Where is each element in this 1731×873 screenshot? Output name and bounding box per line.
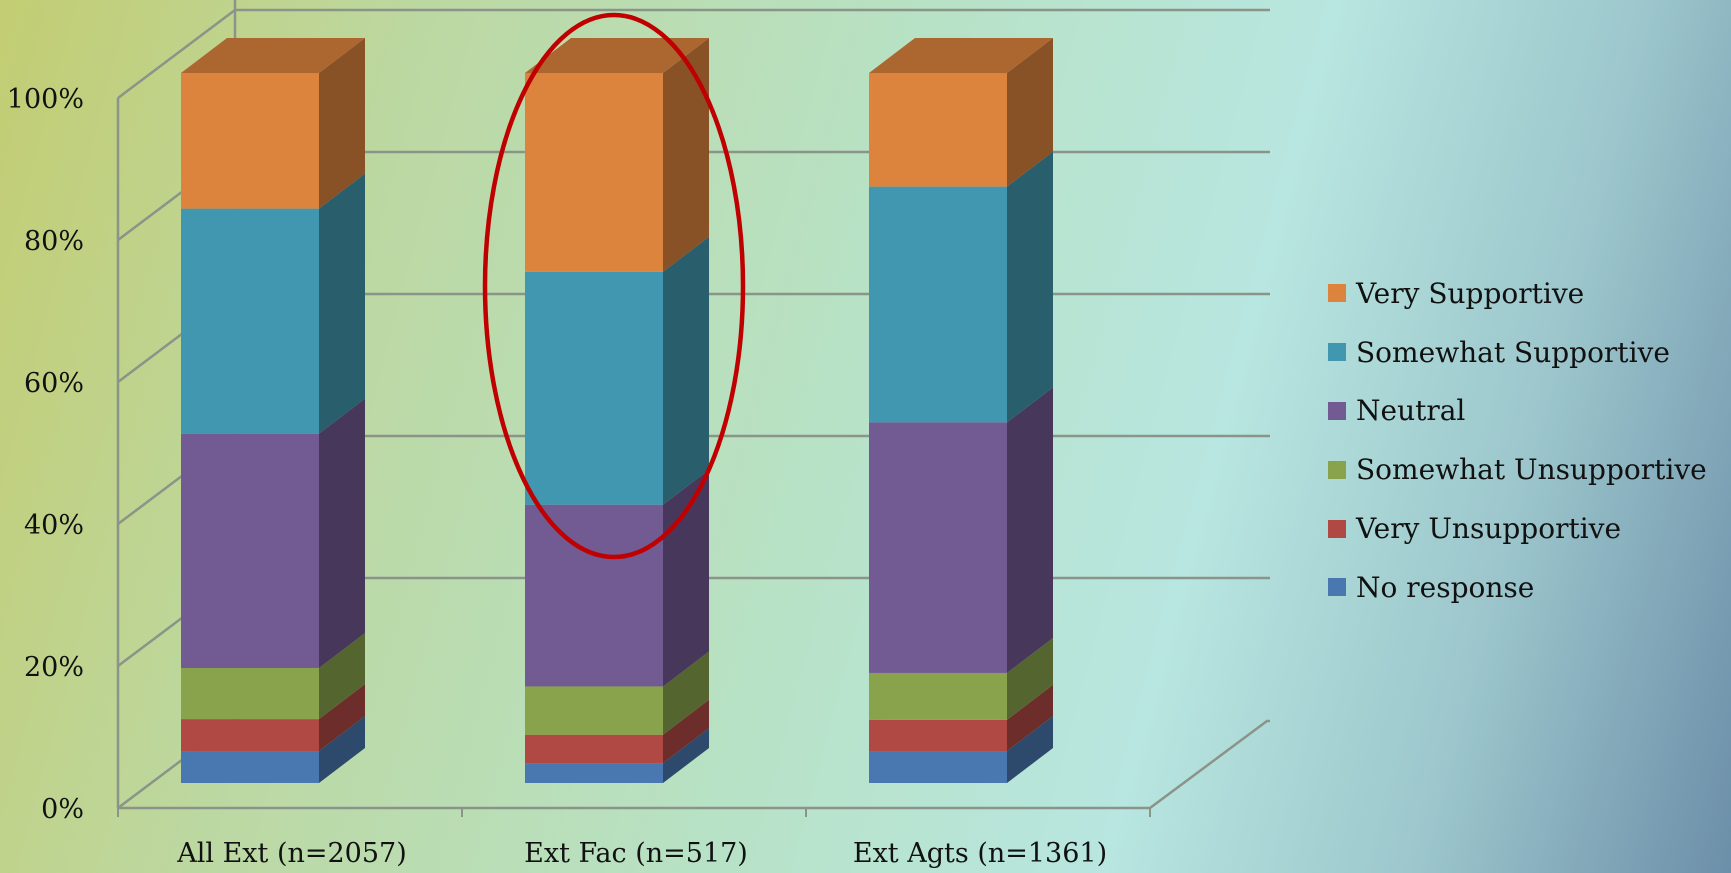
bar-segment: [869, 751, 1007, 783]
y-tick-label: 80%: [24, 226, 84, 257]
bar-segment: [181, 73, 319, 209]
bar-segment-side: [1007, 637, 1053, 720]
legend-item: Very Supportive: [1328, 264, 1707, 323]
bar-segment-side: [319, 684, 365, 752]
bar-segment: [181, 208, 319, 434]
bar-segment: [525, 73, 663, 272]
legend-swatch: [1328, 284, 1346, 303]
y-axis: 0% 20% 40% 60% 80% 100%: [7, 84, 84, 825]
bar-segment-side: [663, 651, 709, 735]
bar-stack: [525, 38, 709, 783]
legend-label: Neutral: [1356, 394, 1466, 428]
bar-segment-side: [663, 728, 709, 783]
bar-segment-side: [663, 699, 709, 764]
bar-top-face: [869, 38, 1053, 73]
bar-segment: [869, 422, 1007, 673]
y-tick-label: 20%: [24, 652, 84, 683]
legend-swatch: [1328, 460, 1346, 479]
bar-segment-side: [319, 716, 365, 783]
legend-label: No response: [1356, 570, 1535, 604]
legend-item: No response: [1328, 558, 1707, 617]
bar-segment-side: [319, 173, 365, 434]
legend-swatch: [1328, 578, 1346, 597]
bar-segment-side: [663, 236, 709, 505]
bar-segment: [525, 271, 663, 505]
legend-item: Somewhat Supportive: [1328, 323, 1707, 382]
bar-segment: [869, 73, 1007, 187]
floor-outline: [118, 719, 1270, 810]
y-tick-label: 40%: [24, 510, 84, 541]
side-gridline: [117, 9, 236, 99]
bar-segment-side: [319, 398, 365, 668]
legend-item: Neutral: [1328, 382, 1707, 441]
legend-item: Very Unsupportive: [1328, 499, 1707, 558]
x-tick-label: Ext Fac (n=517): [524, 838, 748, 869]
bar-top-face: [525, 38, 709, 73]
legend-item: Somewhat Unsupportive: [1328, 440, 1707, 499]
annotation-ellipse: [482, 12, 746, 560]
bar-top-face: [181, 38, 365, 73]
bar-segment: [181, 751, 319, 783]
bar-segment: [181, 719, 319, 752]
bar-segment-side: [1007, 684, 1053, 752]
legend-label: Somewhat Supportive: [1356, 335, 1670, 369]
x-tick-label: Ext Agts (n=1361): [853, 838, 1107, 869]
x-axis: All Ext (n=2057) Ext Fac (n=517) Ext Agts …: [176, 838, 1107, 869]
y-tick-label: 100%: [7, 84, 84, 115]
legend-swatch: [1328, 343, 1346, 362]
bar-segment-side: [1007, 387, 1053, 673]
legend-swatch: [1328, 401, 1346, 420]
bar-segment: [525, 504, 663, 687]
bar-segment: [869, 186, 1007, 423]
bar-segment: [525, 734, 663, 764]
y-tick-label: 60%: [24, 368, 84, 399]
bars: [181, 38, 1053, 783]
bar-segment-side: [663, 469, 709, 687]
highlight-ellipse: [482, 12, 746, 560]
bar-segment: [869, 719, 1007, 752]
y-tick-label: 0%: [41, 794, 84, 825]
bar-segment: [525, 763, 663, 783]
legend: Very Supportive Somewhat Supportive Neutra…: [1328, 264, 1707, 617]
bar-segment-side: [1007, 151, 1053, 423]
bar-segment-side: [1007, 38, 1053, 187]
legend-label: Somewhat Unsupportive: [1356, 453, 1707, 487]
bar-segment-side: [663, 38, 709, 272]
bar-segment: [525, 686, 663, 735]
bar-segment-side: [319, 632, 365, 720]
bar-segment: [869, 672, 1007, 720]
legend-label: Very Unsupportive: [1356, 512, 1622, 546]
legend-swatch: [1328, 519, 1346, 538]
bar-segment: [181, 433, 319, 668]
bar-stack: [869, 38, 1053, 783]
legend-label: Very Supportive: [1356, 276, 1585, 310]
bar-segment-side: [319, 38, 365, 209]
bar-stack: [181, 38, 365, 783]
bar-segment-side: [1007, 716, 1053, 783]
x-tick-label: All Ext (n=2057): [176, 838, 407, 869]
bar-segment: [181, 667, 319, 720]
